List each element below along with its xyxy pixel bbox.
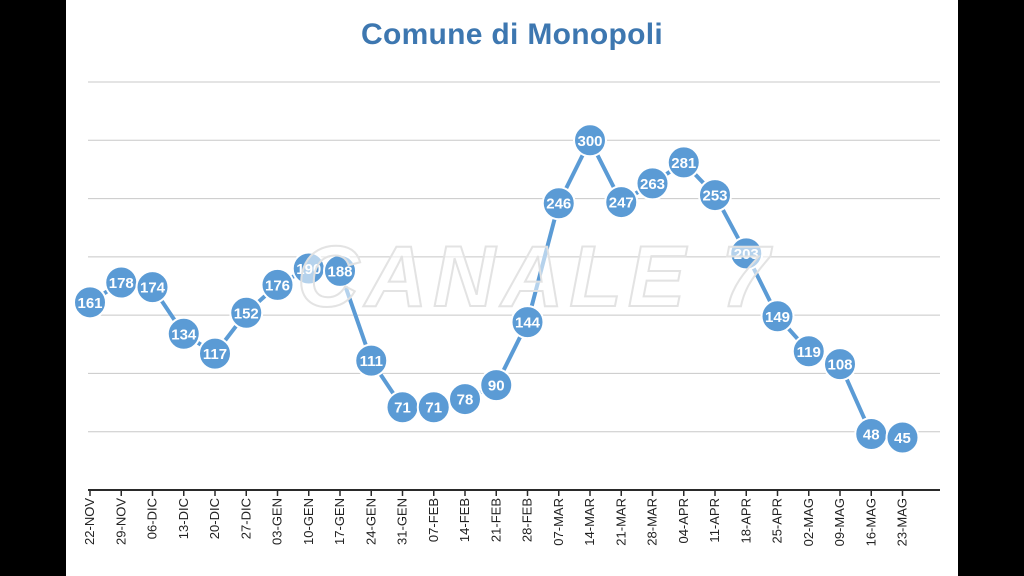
data-label: 78 (457, 392, 474, 409)
x-tick-label: 21-MAR (613, 498, 628, 546)
data-point (510, 305, 545, 340)
data-point (479, 368, 514, 403)
x-tick-label: 21-FEB (488, 498, 503, 542)
x-tick-label: 02-MAG (801, 498, 816, 546)
data-label: 300 (577, 133, 602, 150)
x-tick-label: 18-APR (738, 498, 753, 544)
chart-title: Comune di Monopoli (360, 18, 664, 51)
data-label: 149 (765, 309, 790, 326)
x-tick-label: 20-DIC (207, 498, 222, 539)
x-tick-label: 09-MAG (832, 498, 847, 546)
data-label: 203 (734, 246, 759, 263)
data-point (760, 299, 795, 334)
x-tick-label: 29-NOV (113, 498, 128, 545)
x-tick-label: 11-APR (707, 498, 722, 543)
data-label: 119 (797, 344, 821, 361)
data-label: 174 (140, 280, 166, 297)
data-label: 190 (296, 261, 321, 278)
data-label: 246 (546, 196, 571, 213)
x-axis-labels: 22-NOV 29-NOV 06-DIC 13-DIC 20-DIC 27-DIC 03-G… (82, 498, 910, 547)
data-point (885, 420, 920, 455)
x-tick-label: 28-MAR (645, 498, 660, 546)
x-tick-label: 24-GEN (363, 498, 378, 545)
data-label: 176 (265, 277, 290, 294)
data-label: 48 (863, 427, 880, 444)
x-tick-label: 03-GEN (270, 498, 285, 545)
data-label: 71 (425, 400, 442, 417)
data-point (323, 253, 357, 288)
x-tick-label: 04-APR (676, 498, 691, 544)
data-label: 247 (609, 195, 634, 212)
data-point (791, 334, 826, 369)
x-tick-label: 14-MAR (582, 498, 597, 546)
x-tick-label: 23-MAG (895, 498, 910, 546)
data-point (698, 178, 732, 213)
line-chart: 22-NOV 29-NOV 06-DIC 13-DIC 20-DIC 27-DIC 03-G… (73, 81, 940, 547)
data-label: 108 (827, 357, 852, 374)
x-tick-label: 14-FEB (457, 498, 472, 542)
x-tick-label: 25-APR (770, 498, 785, 544)
data-point (354, 343, 389, 378)
x-tick-label: 07-FEB (426, 498, 441, 542)
x-tick-label: 10-GEN (301, 498, 316, 545)
data-label: 263 (640, 176, 665, 193)
x-tick-label: 27-DIC (238, 498, 253, 539)
data-point (604, 185, 639, 220)
data-point (260, 267, 295, 302)
data-label: 134 (171, 326, 197, 343)
data-label: 111 (360, 353, 383, 370)
data-point (823, 347, 857, 382)
x-tick-label: 07-MAR (551, 498, 566, 546)
data-label: 188 (327, 263, 352, 280)
data-point (416, 390, 451, 425)
data-label: 144 (515, 315, 541, 332)
data-label: 161 (77, 295, 102, 312)
x-tick-label: 28-FEB (520, 498, 535, 542)
chart-frame: Comune di Monopoli 22-NOV 29-NOV 06-DIC 13-… (66, 0, 958, 576)
data-point (729, 236, 764, 271)
x-tick-label: 06-DIC (145, 498, 160, 539)
x-tick-label: 17-GEN (332, 498, 347, 545)
data-point (166, 316, 201, 351)
data-point (135, 270, 170, 305)
x-tick-label: 31-GEN (395, 498, 410, 545)
data-label: 178 (109, 275, 134, 292)
data-label: 117 (203, 346, 227, 363)
x-tick-label: 22-NOV (82, 498, 97, 545)
data-markers: 161 178 174 134 117 152 176 190 188 111 71 71 78 90 14… (73, 123, 920, 455)
data-label: 71 (394, 400, 411, 417)
data-label: 253 (702, 188, 727, 205)
data-point (541, 186, 576, 221)
data-label: 90 (488, 378, 505, 395)
data-point (573, 123, 607, 158)
data-point (198, 336, 232, 371)
data-point (73, 285, 107, 320)
x-tick-label: 16-MAG (863, 498, 878, 546)
x-axis-ticks (89, 490, 904, 496)
data-label: 281 (671, 155, 696, 172)
data-point (448, 382, 482, 417)
gridlines (88, 81, 940, 433)
data-point (666, 145, 701, 180)
data-point (229, 295, 264, 330)
data-point (635, 166, 670, 201)
data-label: 45 (894, 430, 911, 447)
data-label: 152 (234, 305, 259, 322)
x-tick-label: 13-DIC (176, 498, 191, 539)
